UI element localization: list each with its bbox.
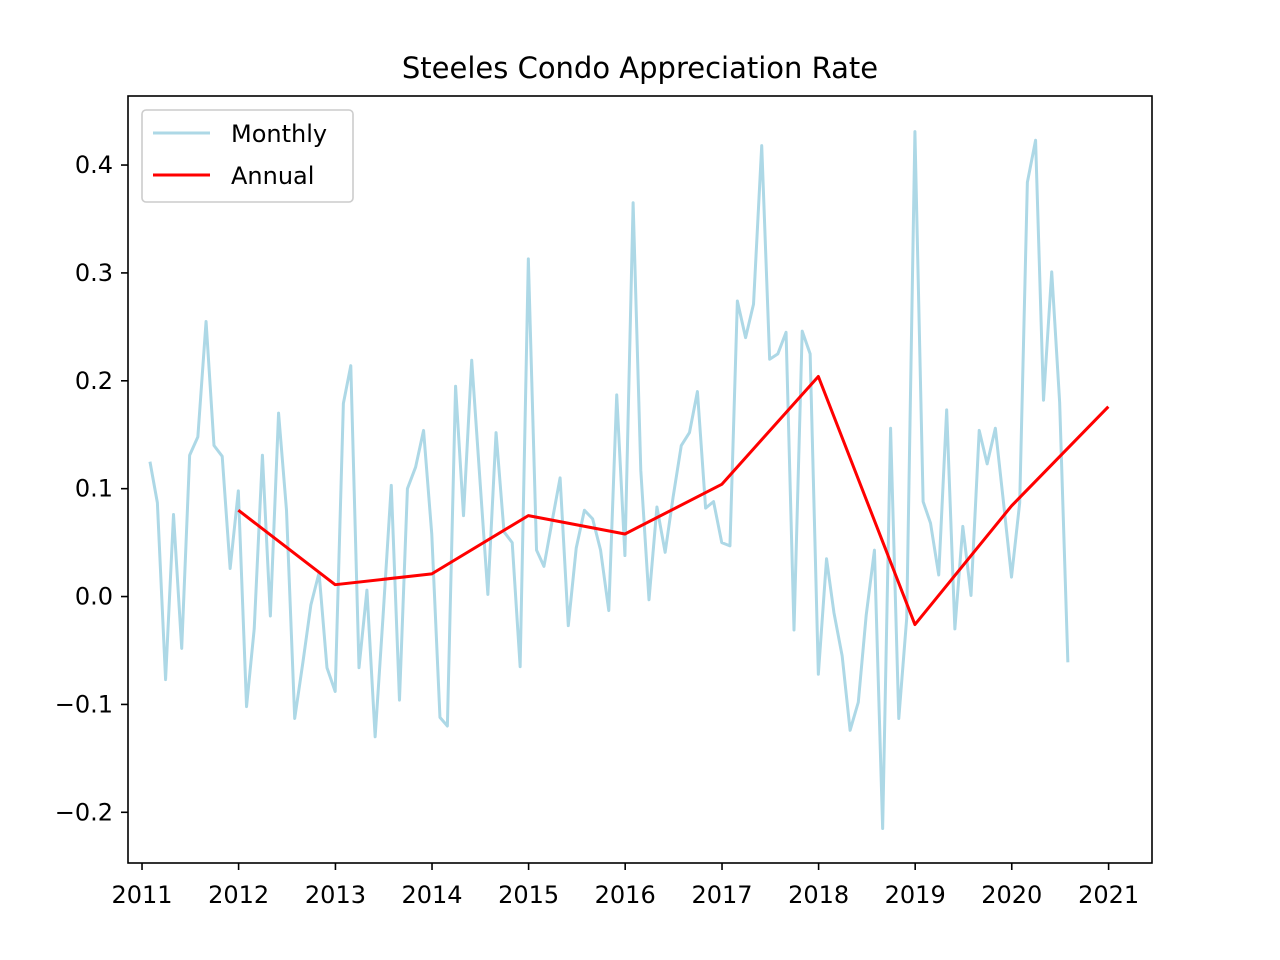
x-tick-label-2013: 2013 (305, 881, 366, 909)
x-tick-label-2017: 2017 (691, 881, 752, 909)
x-tick-label-2014: 2014 (401, 881, 462, 909)
y-tick-label-0: 0.0 (75, 583, 113, 611)
y-tick-label--0.1: −0.1 (55, 690, 113, 718)
series-line-monthly (148, 130, 1070, 830)
x-tick-label-2011: 2011 (111, 881, 172, 909)
plot-lines (148, 130, 1110, 830)
x-tick-label-2021: 2021 (1078, 881, 1139, 909)
y-axis: −0.2 −0.1 0.0 0.1 0.2 0.3 0.4 (55, 151, 128, 826)
series-line-annual (237, 374, 1110, 627)
x-tick-label-2015: 2015 (498, 881, 559, 909)
y-tick-label-0.3: 0.3 (75, 259, 113, 287)
chart-title: Steeles Condo Appreciation Rate (402, 51, 878, 85)
x-tick-label-2018: 2018 (788, 881, 849, 909)
y-tick-label-0.1: 0.1 (75, 475, 113, 503)
legend-label-annual: Annual (231, 162, 314, 190)
y-tick-label-0.2: 0.2 (75, 367, 113, 395)
x-tick-label-2016: 2016 (595, 881, 656, 909)
legend-label-monthly: Monthly (231, 120, 327, 148)
x-tick-label-2020: 2020 (981, 881, 1042, 909)
plot-frame (127, 95, 1153, 864)
x-tick-label-2012: 2012 (208, 881, 269, 909)
y-tick-label-0.4: 0.4 (75, 151, 113, 179)
x-axis: 2011 2012 2013 2014 2015 2016 2017 2018 2019 2020… (111, 863, 1139, 909)
y-tick-label--0.2: −0.2 (55, 798, 113, 826)
legend: Monthly Annual (141, 109, 354, 203)
x-tick-label-2019: 2019 (885, 881, 946, 909)
